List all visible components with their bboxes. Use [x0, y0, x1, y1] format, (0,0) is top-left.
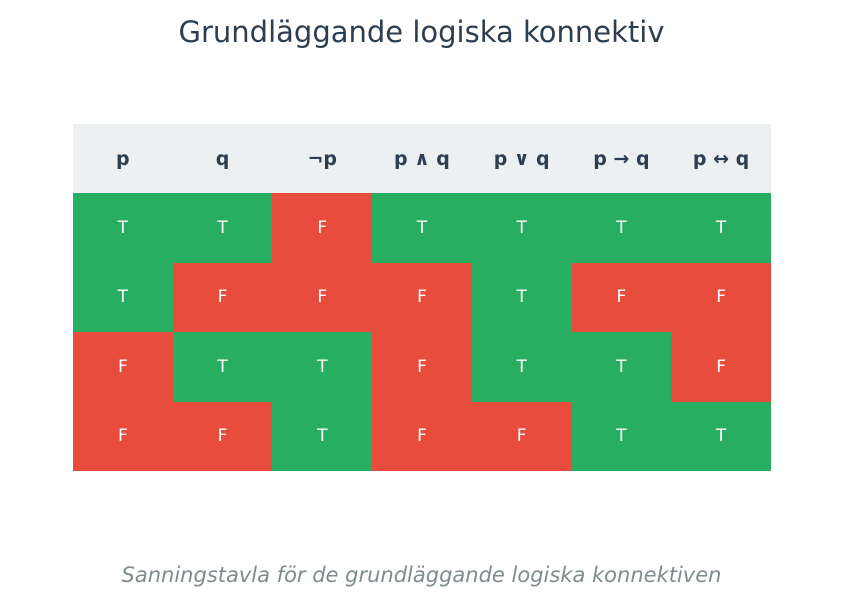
truth-cell: T: [671, 193, 771, 263]
truth-cell: F: [172, 262, 273, 332]
truth-cell: F: [372, 401, 472, 471]
column-header-p: p: [73, 124, 173, 193]
truth-cell: T: [571, 401, 672, 471]
truth-cell: F: [73, 332, 173, 402]
truth-cell: T: [73, 193, 173, 263]
truth-cell: F: [671, 262, 771, 332]
truth-cell: F: [671, 332, 771, 402]
table-row: T T F T T T T: [73, 193, 771, 263]
truth-cell: F: [571, 262, 672, 332]
header-row: p q ¬p p ∧ q p ∨ q p → q p ↔ q: [73, 124, 771, 193]
truth-cell: F: [73, 401, 173, 471]
truth-cell: T: [73, 262, 173, 332]
truth-cell: T: [471, 332, 572, 402]
chart-title: Grundläggande logiska konnektiv: [178, 15, 665, 49]
truth-cell: T: [571, 332, 672, 402]
truth-cell: T: [471, 262, 572, 332]
table-row: F T T F T T F: [73, 332, 771, 402]
column-header-not-p: ¬p: [272, 124, 373, 193]
truth-cell: F: [272, 193, 373, 263]
table-row: F F T F F T T: [73, 401, 771, 471]
truth-cell: T: [571, 193, 672, 263]
column-header-iff: p ↔ q: [671, 124, 771, 193]
truth-cell: F: [471, 401, 572, 471]
truth-cell: F: [272, 262, 373, 332]
truth-cell: T: [671, 401, 771, 471]
truth-cell: T: [172, 193, 273, 263]
truth-cell: T: [471, 193, 572, 263]
column-header-implies: p → q: [571, 124, 672, 193]
truth-cell: T: [172, 332, 273, 402]
truth-cell: F: [372, 262, 472, 332]
truth-cell: T: [372, 193, 472, 263]
table-row: T F F F T F F: [73, 262, 771, 332]
column-header-or: p ∨ q: [471, 124, 572, 193]
column-header-and: p ∧ q: [372, 124, 472, 193]
truth-cell: F: [372, 332, 472, 402]
truth-cell: T: [272, 401, 373, 471]
truth-table: p q ¬p p ∧ q p ∨ q p → q p ↔ q T T F T T…: [73, 124, 771, 471]
truth-cell: T: [272, 332, 373, 402]
chart-caption: Sanningstavla för de grundläggande logis…: [121, 563, 722, 587]
truth-cell: F: [172, 401, 273, 471]
column-header-q: q: [172, 124, 273, 193]
